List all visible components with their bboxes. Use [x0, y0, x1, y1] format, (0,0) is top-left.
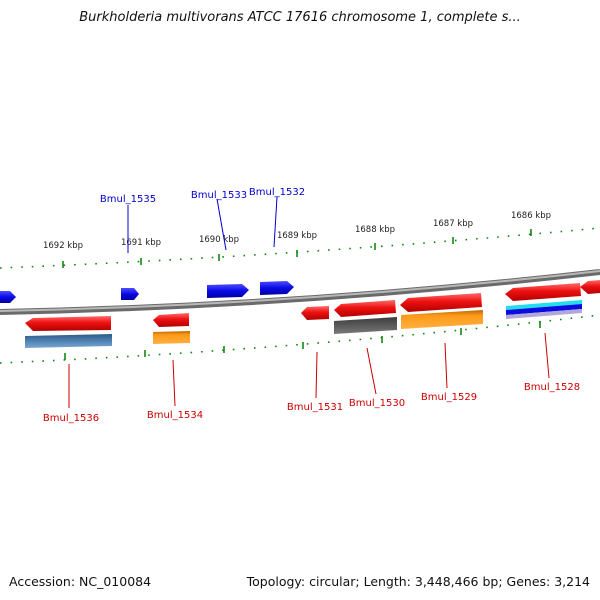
kbp-label-1691: 1691 kbp: [121, 238, 161, 248]
feature-bmul-1534[interactable]: [153, 331, 190, 344]
kbp-label-1687: 1687 kbp: [433, 219, 473, 229]
gene-label-bmul-1528[interactable]: Bmul_1528: [524, 382, 580, 393]
feature-bmul-1530[interactable]: [334, 317, 397, 334]
reverse-gene-bmul-1534[interactable]: [153, 313, 189, 327]
forward-gene[interactable]: [0, 291, 16, 303]
feature-bmul-1529[interactable]: [401, 310, 483, 329]
reverse-gene[interactable]: [580, 280, 600, 294]
gene-label-bmul-1529[interactable]: Bmul_1529: [421, 392, 477, 403]
genome-backbone: [0, 269, 600, 315]
forward-gene-labels: Bmul_1535 Bmul_1533 Bmul_1532: [100, 187, 305, 253]
forward-strand-genes: [0, 281, 294, 303]
gene-label-bmul-1530[interactable]: Bmul_1530: [349, 398, 405, 409]
lower-major-ticks: [64, 321, 541, 360]
kbp-label-1689: 1689 kbp: [277, 231, 317, 241]
reverse-gene-bmul-1536[interactable]: [25, 316, 111, 331]
gene-label-bmul-1533[interactable]: Bmul_1533: [191, 190, 247, 201]
reverse-gene-bmul-1531[interactable]: [301, 306, 329, 320]
reverse-strand-genes: [25, 280, 600, 331]
kbp-label-1686: 1686 kbp: [511, 211, 551, 221]
reverse-gene-bmul-1529[interactable]: [400, 293, 482, 312]
upper-major-ticks: [62, 229, 532, 268]
reverse-gene-bmul-1530[interactable]: [334, 300, 396, 317]
kbp-label-1692: 1692 kbp: [43, 241, 83, 251]
gene-label-bmul-1535[interactable]: Bmul_1535: [100, 194, 156, 205]
feature-bmul-1528-cyan[interactable]: [506, 300, 582, 310]
accession-text: Accession: NC_010084: [9, 574, 152, 589]
gene-label-bmul-1536[interactable]: Bmul_1536: [43, 413, 99, 424]
reverse-gene-labels: Bmul_1536 Bmul_1534 Bmul_1531 Bmul_1530 …: [43, 332, 580, 424]
reverse-strand-features: [25, 300, 582, 348]
forward-gene-bmul-1532[interactable]: [260, 281, 294, 295]
forward-gene-bmul-1533[interactable]: [207, 284, 249, 298]
map-title: Burkholderia multivorans ATCC 17616 chro…: [79, 10, 521, 25]
feature-bmul-1528-lilac[interactable]: [506, 309, 582, 319]
gene-label-bmul-1531[interactable]: Bmul_1531: [287, 402, 343, 413]
feature-bmul-1536[interactable]: [25, 334, 112, 348]
gene-label-bmul-1534[interactable]: Bmul_1534: [147, 410, 203, 421]
reverse-gene-bmul-1528[interactable]: [505, 283, 581, 301]
feature-bmul-1528-blue[interactable]: [506, 304, 582, 315]
kbp-label-1688: 1688 kbp: [355, 225, 395, 235]
genome-stats-text: Topology: circular; Length: 3,448,466 bp…: [246, 574, 590, 589]
gene-label-bmul-1532[interactable]: Bmul_1532: [249, 187, 305, 198]
forward-gene-bmul-1535[interactable]: [121, 288, 139, 300]
kbp-label-1690: 1690 kbp: [199, 235, 239, 245]
